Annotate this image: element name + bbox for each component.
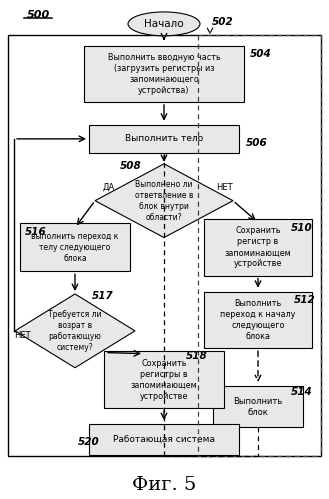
Text: Фиг. 5: Фиг. 5 xyxy=(132,476,196,494)
Text: Работающая система: Работающая система xyxy=(113,435,215,444)
Text: 514: 514 xyxy=(291,387,313,397)
Ellipse shape xyxy=(128,12,200,36)
Text: выполнить переход к
телу следующего
блока: выполнить переход к телу следующего блок… xyxy=(31,232,119,263)
FancyBboxPatch shape xyxy=(213,386,303,428)
Text: НЕТ: НЕТ xyxy=(14,331,31,340)
Text: Сохранить
регистр в
запоминающем
устройстве: Сохранить регистр в запоминающем устройс… xyxy=(225,226,291,268)
Text: 506: 506 xyxy=(246,138,268,148)
Text: Выполнить
блок: Выполнить блок xyxy=(233,397,283,417)
Text: НЕТ: НЕТ xyxy=(216,183,232,192)
Text: Выполнить вводную часть
(загрузить регистры из
запоминающего
устройства): Выполнить вводную часть (загрузить регис… xyxy=(108,52,220,95)
FancyBboxPatch shape xyxy=(204,292,312,348)
Text: 516: 516 xyxy=(25,227,47,237)
Text: ДА: ДА xyxy=(103,183,115,192)
Polygon shape xyxy=(95,164,233,238)
Text: 500: 500 xyxy=(26,10,50,20)
FancyBboxPatch shape xyxy=(89,125,239,153)
Text: 518: 518 xyxy=(186,351,208,361)
Text: Выполнено ли
ответвление в
блок внутри
области?: Выполнено ли ответвление в блок внутри о… xyxy=(135,180,193,222)
Text: Сохранить
регистры в
запоминающем
устройстве: Сохранить регистры в запоминающем устрой… xyxy=(131,358,197,401)
Text: ДА: ДА xyxy=(117,359,129,368)
Polygon shape xyxy=(15,294,135,368)
FancyBboxPatch shape xyxy=(84,45,244,102)
Text: 512: 512 xyxy=(294,295,316,305)
Text: 504: 504 xyxy=(250,49,272,59)
FancyBboxPatch shape xyxy=(20,224,130,271)
Text: Требуется ли
возрат в
работающую
систему?: Требуется ли возрат в работающую систему… xyxy=(48,310,102,352)
Text: Начало: Начало xyxy=(144,19,184,29)
Text: 520: 520 xyxy=(78,437,100,447)
FancyBboxPatch shape xyxy=(104,351,224,408)
Text: 510: 510 xyxy=(291,223,313,233)
FancyBboxPatch shape xyxy=(204,219,312,275)
Text: 517: 517 xyxy=(92,291,114,301)
Text: 508: 508 xyxy=(120,161,142,171)
Text: Выполнить
переход к началу
следующего
блока: Выполнить переход к началу следующего бл… xyxy=(220,299,296,341)
Text: Выполнить тело: Выполнить тело xyxy=(125,134,203,143)
FancyBboxPatch shape xyxy=(89,424,239,455)
Text: 502: 502 xyxy=(212,16,234,26)
